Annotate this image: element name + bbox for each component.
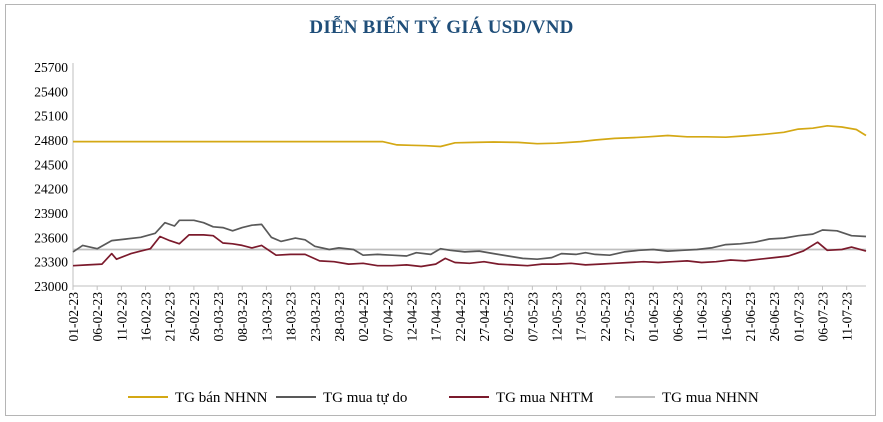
x-tick-label: 02-04-23 <box>356 292 371 342</box>
series-line-2 <box>72 234 867 268</box>
legend-label-0: TG bán NHNN <box>175 390 268 406</box>
x-tick-label: 22-04-23 <box>453 292 468 342</box>
x-tick-label: 26-06-23 <box>767 292 782 342</box>
x-tick-label: 01-06-23 <box>646 292 661 342</box>
x-tick-label: 11-02-23 <box>114 292 129 341</box>
line-chart: 23000 23300 23600 23900 24200 24500 24800 25100… <box>34 60 867 406</box>
x-tick-label: 22-05-23 <box>598 292 613 342</box>
x-tick-label: 17-05-23 <box>574 292 589 342</box>
y-tick-label: 24200 <box>34 182 68 197</box>
x-tick-label: 03-03-23 <box>211 292 226 342</box>
x-tick-label: 11-07-23 <box>840 292 855 341</box>
x-tick-label: 23-03-23 <box>308 292 323 342</box>
y-tick-label: 25100 <box>34 109 68 124</box>
x-tick-label: 16-02-23 <box>139 292 154 342</box>
y-tick-label: 25700 <box>34 60 68 75</box>
y-tick-label: 24800 <box>34 133 68 148</box>
y-tick-label: 23300 <box>34 255 68 270</box>
x-tick-label: 01-02-23 <box>66 292 81 342</box>
x-tick-label: 06-02-23 <box>90 292 105 342</box>
y-tick-label: 25400 <box>34 84 68 99</box>
x-tick-label: 26-02-23 <box>187 292 202 342</box>
chart-frame: DIỄN BIẾN TỶ GIÁ USD/VND 23000 23300 23600… <box>5 4 876 416</box>
x-tick-label: 21-06-23 <box>743 292 758 342</box>
x-tick-label: 02-05-23 <box>501 292 516 342</box>
y-tick-label: 23900 <box>34 206 68 221</box>
x-tick-label: 12-04-23 <box>404 292 419 342</box>
x-tick-label: 12-05-23 <box>550 292 565 342</box>
y-tick-label: 24500 <box>34 157 68 172</box>
x-tick-label: 28-03-23 <box>332 292 347 342</box>
x-tick-label: 27-05-23 <box>622 292 637 342</box>
x-tick-label: 01-07-23 <box>791 292 806 342</box>
series-line-1 <box>72 219 867 261</box>
x-tick-label: 07-05-23 <box>525 292 540 342</box>
x-tick-label: 21-02-23 <box>163 292 178 342</box>
x-tick-label: 06-06-23 <box>670 292 685 342</box>
x-tick-label: 08-03-23 <box>235 292 250 342</box>
series-line-0 <box>73 124 867 148</box>
y-tick-label: 23600 <box>34 230 68 245</box>
x-tick-label: 17-04-23 <box>429 292 444 342</box>
x-tick-label: 13-03-23 <box>259 292 274 342</box>
legend-label-2: TG mua NHTM <box>496 390 594 406</box>
x-tick-label: 18-03-23 <box>284 292 299 342</box>
chart-title: DIỄN BIẾN TỶ GIÁ USD/VND <box>309 17 574 38</box>
legend-label-1: TG mua tự do <box>323 390 407 406</box>
x-tick-label: 16-06-23 <box>719 292 734 342</box>
x-tick-label: 07-04-23 <box>380 292 395 342</box>
legend-label-3: TG mua NHNN <box>662 390 759 406</box>
x-tick-label: 06-07-23 <box>815 292 830 342</box>
x-tick-label: 27-04-23 <box>477 292 492 342</box>
x-tick-label: 11-06-23 <box>695 292 710 341</box>
y-tick-label: 23000 <box>34 279 68 294</box>
